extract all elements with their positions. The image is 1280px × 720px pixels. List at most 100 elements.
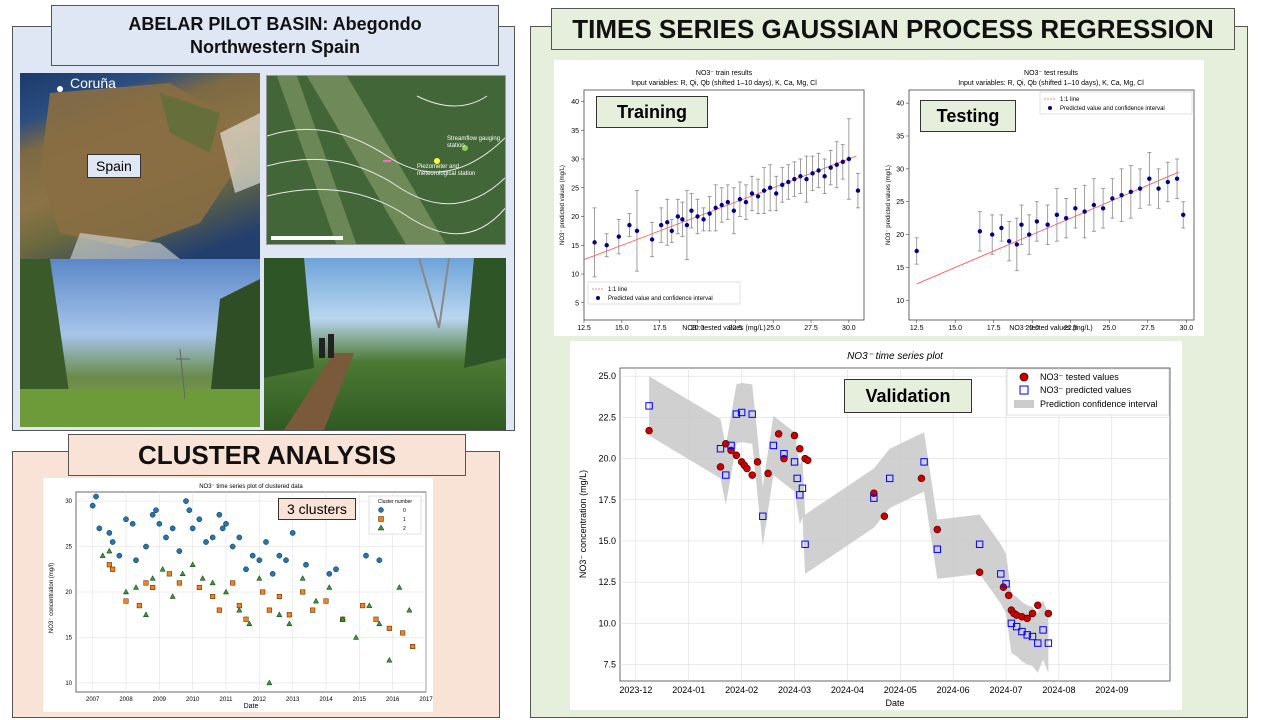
- cluster-title: CLUSTER ANALYSIS: [68, 434, 466, 476]
- cluster-y-tick: 25: [65, 545, 72, 551]
- ts-predicted-point: [722, 471, 730, 479]
- cluster1-point: [136, 603, 142, 609]
- legend-label-1: 1: [403, 517, 406, 523]
- cluster-x-tick: 2012: [253, 697, 267, 703]
- ts-tested-point: [753, 458, 762, 466]
- cluster0-point: [283, 557, 289, 563]
- ts-ylabel: NO3⁻ concentration (mg/L): [578, 470, 588, 578]
- cluster1-point: [276, 594, 282, 600]
- train-point: [680, 217, 685, 222]
- cluster1-point: [110, 566, 116, 572]
- cluster0-point: [263, 539, 269, 545]
- train-x-tick: 30.0: [842, 325, 856, 332]
- ts-predicted-point: [1039, 626, 1047, 634]
- basin-title: ABELAR PILOT BASIN: Abegondo Northwester…: [51, 5, 499, 66]
- iberia-satellite-map: Coruña Spain: [20, 73, 260, 259]
- train-plot-frame: [583, 89, 865, 321]
- cluster0-point: [149, 511, 156, 518]
- train-legend: 1:1 line Predicted value and confidence …: [587, 281, 741, 305]
- ts-predicted-point: [769, 441, 778, 450]
- cluster2-point: [209, 579, 216, 586]
- train-xlabel: NO3⁻ tested values (mg/L): [682, 325, 765, 332]
- ts-predicted-point: [1028, 632, 1037, 641]
- train-y-tick: 35: [571, 128, 579, 135]
- train-point: [684, 222, 690, 228]
- legend-label-2: 2: [403, 526, 406, 532]
- train-point: [743, 199, 749, 205]
- train-point: [822, 174, 827, 179]
- ts-predicted-point: [780, 449, 788, 458]
- cluster1-point: [260, 589, 266, 595]
- validation-label: Validation: [844, 379, 972, 413]
- train-legend-pred: Predicted value and confidence interval: [608, 296, 713, 302]
- cluster-x-tick: 2014: [319, 697, 333, 703]
- test-point: [1063, 215, 1069, 221]
- cluster0-point: [186, 507, 193, 513]
- cluster0-point: [93, 493, 99, 500]
- test-point: [989, 232, 995, 237]
- train-point: [834, 162, 839, 167]
- cluster-legend-title: Cluster number: [378, 499, 413, 505]
- cluster0-point: [176, 548, 183, 554]
- ts-xlabel: Date: [885, 698, 904, 708]
- ts-tested-point: [743, 464, 751, 473]
- ts-predicted-point: [975, 540, 984, 548]
- ts-tested-point: [796, 444, 804, 453]
- test-point: [1034, 219, 1040, 224]
- train-input-vars: Input variables: R, Qi, Qb (shifted 1–10…: [631, 80, 817, 87]
- test-point: [1073, 206, 1078, 211]
- train-point: [689, 208, 694, 213]
- basin-title-line2: Northwestern Spain: [189, 37, 361, 57]
- cluster1-point: [106, 562, 112, 568]
- test-point: [1026, 232, 1032, 237]
- cluster1-point: [323, 598, 329, 604]
- train-point: [810, 171, 815, 176]
- test-x-tick: 17.5: [987, 325, 1001, 332]
- test-legend: 1:1 line Predicted value and confidence …: [1039, 91, 1193, 115]
- train-point: [713, 205, 718, 211]
- train-point: [792, 176, 797, 182]
- cluster1-point: [210, 594, 216, 600]
- cluster1-point: [386, 625, 392, 631]
- test-y-tick: 40: [896, 101, 904, 108]
- ts-y-tick: 7.5: [603, 660, 616, 670]
- train-one-to-one-line: [583, 155, 857, 260]
- ts-predicted-point: [1034, 639, 1042, 647]
- cluster-legend: Cluster number 0 1 2: [368, 495, 422, 535]
- ts-predicted-point: [737, 408, 746, 417]
- test-point: [999, 225, 1004, 231]
- ts-tested-point: [933, 525, 942, 534]
- ts-x-tick: 2024-09: [1095, 685, 1128, 695]
- cluster2-point: [276, 611, 283, 617]
- train-point: [616, 234, 622, 239]
- train-point: [719, 202, 724, 208]
- cluster2-point: [353, 634, 359, 640]
- train-point: [846, 156, 852, 162]
- train-x-tick: 20.0: [691, 325, 705, 332]
- train-point: [786, 179, 791, 185]
- cluster-x-tick: 2009: [153, 697, 167, 703]
- cluster2-point: [299, 575, 306, 581]
- cluster2-point: [246, 620, 253, 627]
- ts-predicted-point: [727, 441, 735, 450]
- test-y-tick: 25: [896, 199, 904, 206]
- ts-predicted-point: [790, 458, 799, 466]
- ts-y-tick: 10.0: [598, 618, 616, 628]
- cluster1-point: [360, 603, 366, 609]
- cluster2-point: [326, 584, 333, 590]
- cluster0-point: [236, 534, 243, 541]
- cluster2-point: [123, 588, 129, 595]
- train-legend-marker: [596, 296, 600, 300]
- ts-y-tick: 25.0: [598, 371, 616, 381]
- test-x-tick: 12.5: [910, 325, 924, 332]
- train-point: [675, 214, 681, 219]
- ts-legend-band-marker: [1014, 400, 1034, 408]
- ts-tested-point: [727, 446, 735, 455]
- ts-predicted-point: [759, 512, 767, 520]
- train-point: [695, 214, 700, 219]
- train-test-figure: 12.5 15.0 17.5 20.0 22.5 25.0 27.5 30.0 5 10 15 20 2…: [554, 60, 1204, 336]
- test-point: [1181, 212, 1186, 218]
- test-xlabel: NO3⁻ tested values (mg/L): [1009, 325, 1092, 332]
- cluster2-point: [179, 570, 186, 577]
- cluster0-point: [326, 571, 333, 577]
